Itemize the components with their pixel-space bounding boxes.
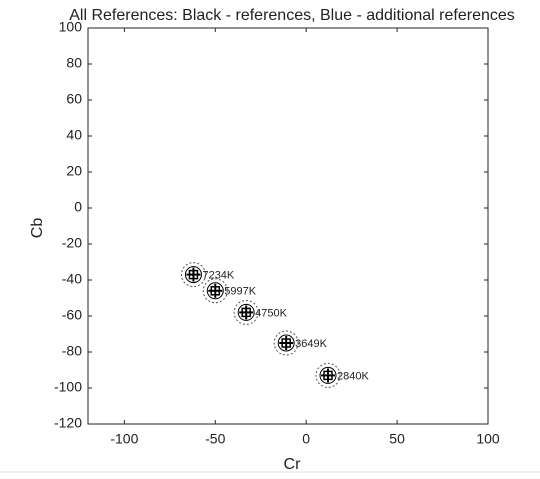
y-tick-label: -80 <box>62 343 82 359</box>
point-label: 4750K <box>255 307 287 319</box>
y-axis-label: Cb <box>29 218 46 239</box>
point-label: 5997K <box>224 286 256 298</box>
y-tick-label: 40 <box>66 127 82 143</box>
y-tick-label: -40 <box>62 271 82 287</box>
point-marker <box>202 278 228 304</box>
x-tick-label: -50 <box>205 431 225 447</box>
point-marker <box>273 330 299 356</box>
y-tick-label: 100 <box>59 19 83 35</box>
point-marker <box>315 362 341 388</box>
y-tick-label: -20 <box>62 235 82 251</box>
point-marker <box>233 299 259 325</box>
x-tick-label: -100 <box>110 431 138 447</box>
y-tick-label: 80 <box>66 55 82 71</box>
x-tick-label: 100 <box>476 431 500 447</box>
x-tick-label: 50 <box>389 431 405 447</box>
point-label: 7234K <box>202 270 234 282</box>
point-marker <box>180 262 206 288</box>
chart-title: All References: Black - references, Blue… <box>69 7 515 24</box>
inner-circle <box>319 366 337 384</box>
inner-circle <box>184 266 202 284</box>
outer-circle <box>202 278 228 304</box>
inner-circle <box>237 303 255 321</box>
y-tick-label: -120 <box>54 415 82 431</box>
y-tick-label: 0 <box>74 199 82 215</box>
outer-circle <box>180 262 206 288</box>
outer-circle <box>273 330 299 356</box>
outer-circle <box>233 299 259 325</box>
y-tick-label: 60 <box>66 91 82 107</box>
plot-frame <box>87 27 489 425</box>
y-tick-label: -60 <box>62 307 82 323</box>
point-label: 3649K <box>295 338 327 350</box>
point-label: 2840K <box>337 370 369 382</box>
inner-circle <box>277 334 295 352</box>
y-tick-label: 20 <box>66 163 82 179</box>
x-tick-label: 0 <box>302 431 310 447</box>
outer-circle <box>315 362 341 388</box>
inner-circle <box>206 282 224 300</box>
x-axis-label: Cr <box>284 456 302 473</box>
y-tick-label: -100 <box>54 379 82 395</box>
